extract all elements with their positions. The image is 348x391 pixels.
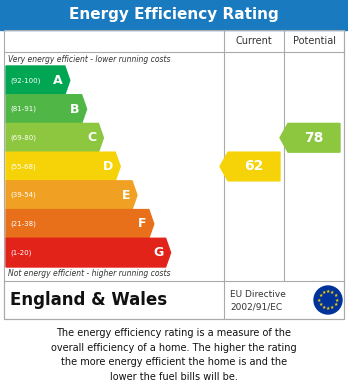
- Text: 2002/91/EC: 2002/91/EC: [230, 302, 282, 311]
- Polygon shape: [280, 124, 340, 152]
- Text: ★: ★: [326, 306, 330, 311]
- Text: ★: ★: [330, 305, 334, 310]
- Text: (92-100): (92-100): [10, 77, 40, 84]
- Polygon shape: [6, 124, 103, 152]
- Bar: [4, 30, 344, 319]
- Text: Very energy efficient - lower running costs: Very energy efficient - lower running co…: [8, 56, 171, 65]
- Text: EU Directive: EU Directive: [230, 290, 286, 299]
- Text: ★: ★: [334, 298, 339, 303]
- Text: E: E: [121, 189, 130, 202]
- Text: D: D: [103, 160, 113, 173]
- Text: ★: ★: [318, 293, 323, 298]
- Text: ★: ★: [322, 305, 326, 310]
- Polygon shape: [6, 66, 70, 95]
- Text: 78: 78: [304, 131, 324, 145]
- Text: Current: Current: [236, 36, 272, 46]
- Text: England & Wales: England & Wales: [10, 291, 167, 309]
- Text: F: F: [138, 217, 147, 230]
- Text: (1-20): (1-20): [10, 249, 31, 256]
- Text: ★: ★: [317, 298, 322, 303]
- Polygon shape: [6, 181, 137, 210]
- Bar: [4, 281, 344, 319]
- Text: ★: ★: [318, 302, 323, 307]
- Text: (81-91): (81-91): [10, 106, 36, 112]
- Text: G: G: [153, 246, 164, 259]
- Text: C: C: [87, 131, 96, 144]
- Ellipse shape: [314, 286, 342, 314]
- Text: ★: ★: [330, 290, 334, 295]
- Text: (39-54): (39-54): [10, 192, 36, 199]
- Text: 62: 62: [244, 160, 264, 174]
- Polygon shape: [6, 210, 154, 238]
- Text: ★: ★: [326, 289, 330, 294]
- Text: (21-38): (21-38): [10, 221, 36, 227]
- Bar: [0, 0, 348, 30]
- Text: Energy Efficiency Rating: Energy Efficiency Rating: [69, 7, 279, 23]
- Text: Not energy efficient - higher running costs: Not energy efficient - higher running co…: [8, 269, 171, 278]
- Text: A: A: [53, 74, 63, 87]
- Text: Potential: Potential: [293, 36, 335, 46]
- Text: ★: ★: [322, 290, 326, 295]
- Text: ★: ★: [333, 302, 338, 307]
- Polygon shape: [6, 238, 171, 267]
- Text: The energy efficiency rating is a measure of the
overall efficiency of a home. T: The energy efficiency rating is a measur…: [51, 328, 297, 382]
- Text: (69-80): (69-80): [10, 135, 36, 141]
- Polygon shape: [6, 95, 87, 124]
- Polygon shape: [6, 152, 120, 181]
- Polygon shape: [220, 152, 280, 181]
- Text: ★: ★: [333, 293, 338, 298]
- Text: (55-68): (55-68): [10, 163, 36, 170]
- Text: B: B: [70, 102, 80, 116]
